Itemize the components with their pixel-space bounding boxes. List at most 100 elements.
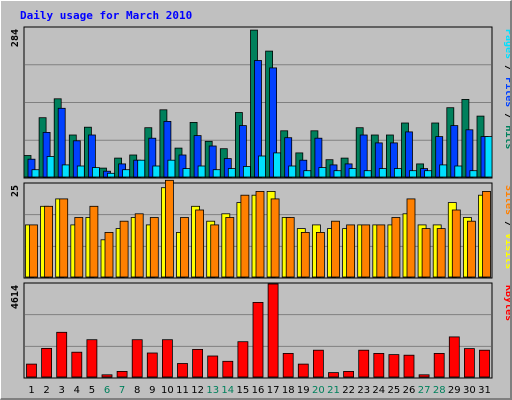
- hits-files-pages-bar-pages: [46, 156, 55, 178]
- hits-files-pages-bar-files: [435, 136, 444, 178]
- legend-separator: /: [503, 107, 512, 125]
- legend-separator: /: [503, 59, 512, 77]
- visits-sites-bar-sites: [149, 217, 159, 278]
- visits-sites-bar-sites: [406, 198, 416, 278]
- legend-item-files: Files: [503, 77, 512, 107]
- legend-item-visits: Visits: [503, 233, 512, 269]
- visits-sites-bar-sites: [89, 205, 99, 278]
- visits-sites-bar-sites: [164, 179, 174, 278]
- kbytes-bar-kbytes: [433, 352, 445, 378]
- visits-sites-bar-sites: [134, 213, 144, 278]
- hits-files-pages-bar-pages: [348, 168, 357, 178]
- kbytes-bar-kbytes: [358, 349, 370, 378]
- visits-sites-bar-sites: [391, 217, 401, 278]
- x-tick-label: 19: [297, 385, 310, 396]
- visits-sites-bar-sites: [240, 194, 250, 278]
- hits-files-pages-bar-pages: [152, 165, 161, 178]
- visits-sites-bar-sites: [376, 224, 386, 278]
- x-tick-label: 15: [237, 385, 250, 396]
- hits-files-pages-bar-files: [374, 142, 383, 178]
- x-tick-label: 18: [282, 385, 295, 396]
- hits-files-pages-bar-files: [57, 107, 66, 178]
- visits-sites-bar-sites: [59, 198, 69, 278]
- hits-files-pages-bar-files: [163, 121, 172, 178]
- x-tick-label: 16: [252, 385, 265, 396]
- legend-item-hits: Hits: [503, 125, 512, 149]
- legend-visits-sites: Sites / Visits: [503, 185, 512, 269]
- hits-files-pages-bar-pages: [273, 152, 282, 178]
- visits-sites-bar-sites: [482, 190, 491, 278]
- hits-files-pages-bar-pages: [318, 167, 327, 178]
- kbytes-bar-kbytes: [418, 374, 430, 378]
- visits-sites-bar-sites: [29, 224, 38, 278]
- y-max-label-visits-sites: 25: [10, 185, 21, 197]
- hits-files-pages-bar-pages: [439, 164, 448, 178]
- x-tick-label: 6: [104, 385, 110, 396]
- kbytes-bar-kbytes: [463, 348, 475, 378]
- hits-files-pages-bar-files: [27, 158, 36, 178]
- hits-files-pages-bar-pages: [288, 165, 297, 178]
- hits-files-pages-bar-files: [223, 158, 232, 178]
- hits-files-pages-bar-files: [269, 67, 278, 178]
- kbytes-bar-kbytes: [267, 283, 279, 378]
- hits-files-pages-bar-pages: [258, 155, 266, 178]
- visits-sites-bar-sites: [104, 231, 114, 278]
- x-tick-label: 24: [372, 385, 385, 396]
- hits-files-pages-bar-pages: [227, 168, 236, 178]
- hits-files-pages-bar-files: [405, 131, 413, 178]
- hits-files-pages-bar-pages: [107, 172, 115, 178]
- hits-files-pages-bar-files: [284, 137, 293, 178]
- hits-files-pages-bar-pages: [167, 159, 176, 178]
- hits-files-pages-bar-pages: [137, 159, 146, 178]
- kbytes-bar-kbytes: [131, 339, 143, 378]
- kbytes-bar-kbytes: [448, 336, 460, 378]
- visits-sites-bar-sites: [285, 217, 295, 278]
- hits-files-pages-bar-files: [254, 60, 262, 178]
- kbytes-bar-kbytes: [343, 370, 355, 378]
- hits-files-pages-bar-pages: [484, 136, 493, 178]
- x-tick-label: 14: [221, 385, 234, 396]
- kbytes-bar-kbytes: [252, 301, 264, 378]
- visits-sites-bar-sites: [421, 228, 431, 278]
- x-tick-label: 12: [191, 385, 204, 396]
- hits-files-pages-bar-files: [88, 134, 96, 178]
- visits-sites-bar-sites: [255, 190, 265, 278]
- x-tick-label: 28: [433, 385, 446, 396]
- x-tick-label: 26: [403, 385, 416, 396]
- hits-files-pages-bar-files: [314, 137, 323, 178]
- hits-files-pages-bar-pages: [197, 165, 206, 178]
- kbytes-bar-kbytes: [177, 363, 188, 378]
- hits-files-pages-bar-pages: [61, 164, 70, 178]
- kbytes-bar-kbytes: [297, 363, 309, 378]
- kbytes-bar-kbytes: [237, 341, 249, 378]
- hits-files-pages-bar-files: [359, 134, 368, 178]
- legend-hits-files-pages: Pages / Files / Hits: [503, 29, 512, 149]
- legend-item-pages: Pages: [503, 29, 512, 59]
- hits-files-pages-bar-files: [299, 159, 308, 178]
- x-tick-label: 30: [463, 385, 476, 396]
- x-tick-label: 11: [176, 385, 189, 396]
- visits-sites-bar-sites: [195, 209, 205, 278]
- x-tick-label: 1: [28, 385, 34, 396]
- kbytes-bar-kbytes: [26, 363, 37, 378]
- y-max-label-kbytes: 4614: [10, 285, 21, 309]
- kbytes-bar-kbytes: [86, 339, 98, 378]
- x-tick-label: 2: [43, 385, 49, 396]
- hits-files-pages-bar-pages: [409, 170, 417, 178]
- x-tick-label: 25: [388, 385, 401, 396]
- hits-files-pages-bar-pages: [454, 165, 463, 178]
- hits-files-pages-bar-pages: [303, 170, 312, 178]
- visits-sites-bar-sites: [451, 209, 461, 278]
- visits-sites-bar-sites: [300, 231, 310, 278]
- x-tick-label: 31: [478, 385, 491, 396]
- legend-item-kbytes: KBytes: [503, 285, 512, 321]
- x-tick-label: 8: [134, 385, 140, 396]
- hits-files-pages-bar-files: [193, 135, 202, 178]
- hits-files-pages-bar-pages: [76, 165, 85, 178]
- chart-title: Daily usage for March 2010: [20, 9, 193, 22]
- visits-sites-bar-sites: [119, 220, 129, 278]
- visits-sites-bar-sites: [466, 220, 476, 278]
- kbytes-bar-kbytes: [328, 372, 339, 378]
